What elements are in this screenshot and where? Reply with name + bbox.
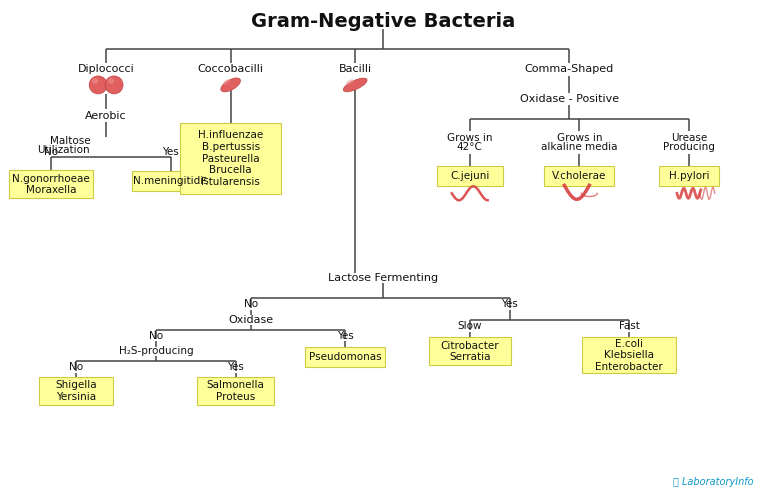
Text: Bacilli: Bacilli (339, 64, 372, 74)
Text: H₂S-producing: H₂S-producing (118, 346, 194, 356)
FancyBboxPatch shape (132, 171, 210, 191)
FancyBboxPatch shape (39, 377, 113, 405)
Text: Fast: Fast (619, 321, 640, 331)
Text: Comma-Shaped: Comma-Shaped (525, 64, 614, 74)
Text: Slow: Slow (458, 321, 482, 331)
Text: Yes: Yes (227, 362, 244, 372)
Text: No: No (149, 331, 163, 340)
FancyBboxPatch shape (545, 166, 614, 186)
Text: V.cholerae: V.cholerae (552, 171, 607, 181)
Text: No: No (45, 147, 58, 157)
FancyBboxPatch shape (197, 377, 274, 405)
Text: N.meningitidis: N.meningitidis (133, 176, 209, 186)
Ellipse shape (223, 80, 230, 84)
Text: Lactose Fermenting: Lactose Fermenting (328, 273, 438, 283)
Text: N.gonorrhoeae
Moraxella: N.gonorrhoeae Moraxella (12, 173, 90, 195)
Ellipse shape (346, 80, 354, 84)
Text: Grows in: Grows in (557, 133, 602, 143)
Text: H.pylori: H.pylori (669, 171, 709, 181)
Text: Yes: Yes (337, 331, 353, 340)
Ellipse shape (343, 78, 367, 92)
Text: Citrobacter
Serratia: Citrobacter Serratia (440, 340, 499, 362)
Text: H.influenzae
B.pertussis
Pasteurella
Brucella
F.tularensis: H.influenzae B.pertussis Pasteurella Bru… (198, 130, 263, 187)
Circle shape (92, 78, 98, 84)
Text: Gram-Negative Bacteria: Gram-Negative Bacteria (251, 12, 515, 31)
FancyBboxPatch shape (582, 337, 676, 373)
Text: Pseudomonas: Pseudomonas (309, 352, 382, 362)
Text: Salmonella
Proteus: Salmonella Proteus (207, 380, 264, 402)
Circle shape (89, 76, 107, 94)
Text: 🔬 LaboratoryInfo: 🔬 LaboratoryInfo (673, 477, 753, 487)
Text: Producing: Producing (663, 142, 715, 152)
FancyBboxPatch shape (659, 166, 719, 186)
Text: Coccobacilli: Coccobacilli (197, 64, 263, 74)
FancyBboxPatch shape (180, 123, 281, 194)
Text: No: No (243, 299, 257, 309)
Circle shape (105, 76, 123, 94)
FancyBboxPatch shape (9, 170, 93, 198)
Text: Aerobic: Aerobic (85, 111, 127, 121)
Text: alkaline media: alkaline media (541, 142, 617, 152)
Text: 42°C: 42°C (457, 142, 482, 152)
FancyBboxPatch shape (306, 347, 385, 367)
Text: E.coli
Klebsiella
Enterobacter: E.coli Klebsiella Enterobacter (595, 339, 663, 372)
Text: Yes: Yes (163, 147, 179, 157)
Text: Shigella
Yersinia: Shigella Yersinia (55, 380, 97, 402)
Circle shape (108, 78, 114, 84)
Text: Utilization: Utilization (38, 145, 90, 155)
Text: Maltose: Maltose (50, 136, 90, 146)
FancyBboxPatch shape (429, 337, 511, 365)
Text: Grows in: Grows in (447, 133, 492, 143)
Ellipse shape (221, 78, 240, 92)
Text: Diplococci: Diplococci (78, 64, 134, 74)
FancyBboxPatch shape (437, 166, 502, 186)
Text: No: No (69, 362, 83, 372)
Text: Yes: Yes (502, 299, 518, 309)
Text: Oxidase - Positive: Oxidase - Positive (520, 94, 619, 104)
Text: Urease: Urease (670, 133, 707, 143)
Text: C.jejuni: C.jejuni (450, 171, 489, 181)
Text: Oxidase: Oxidase (228, 315, 273, 325)
